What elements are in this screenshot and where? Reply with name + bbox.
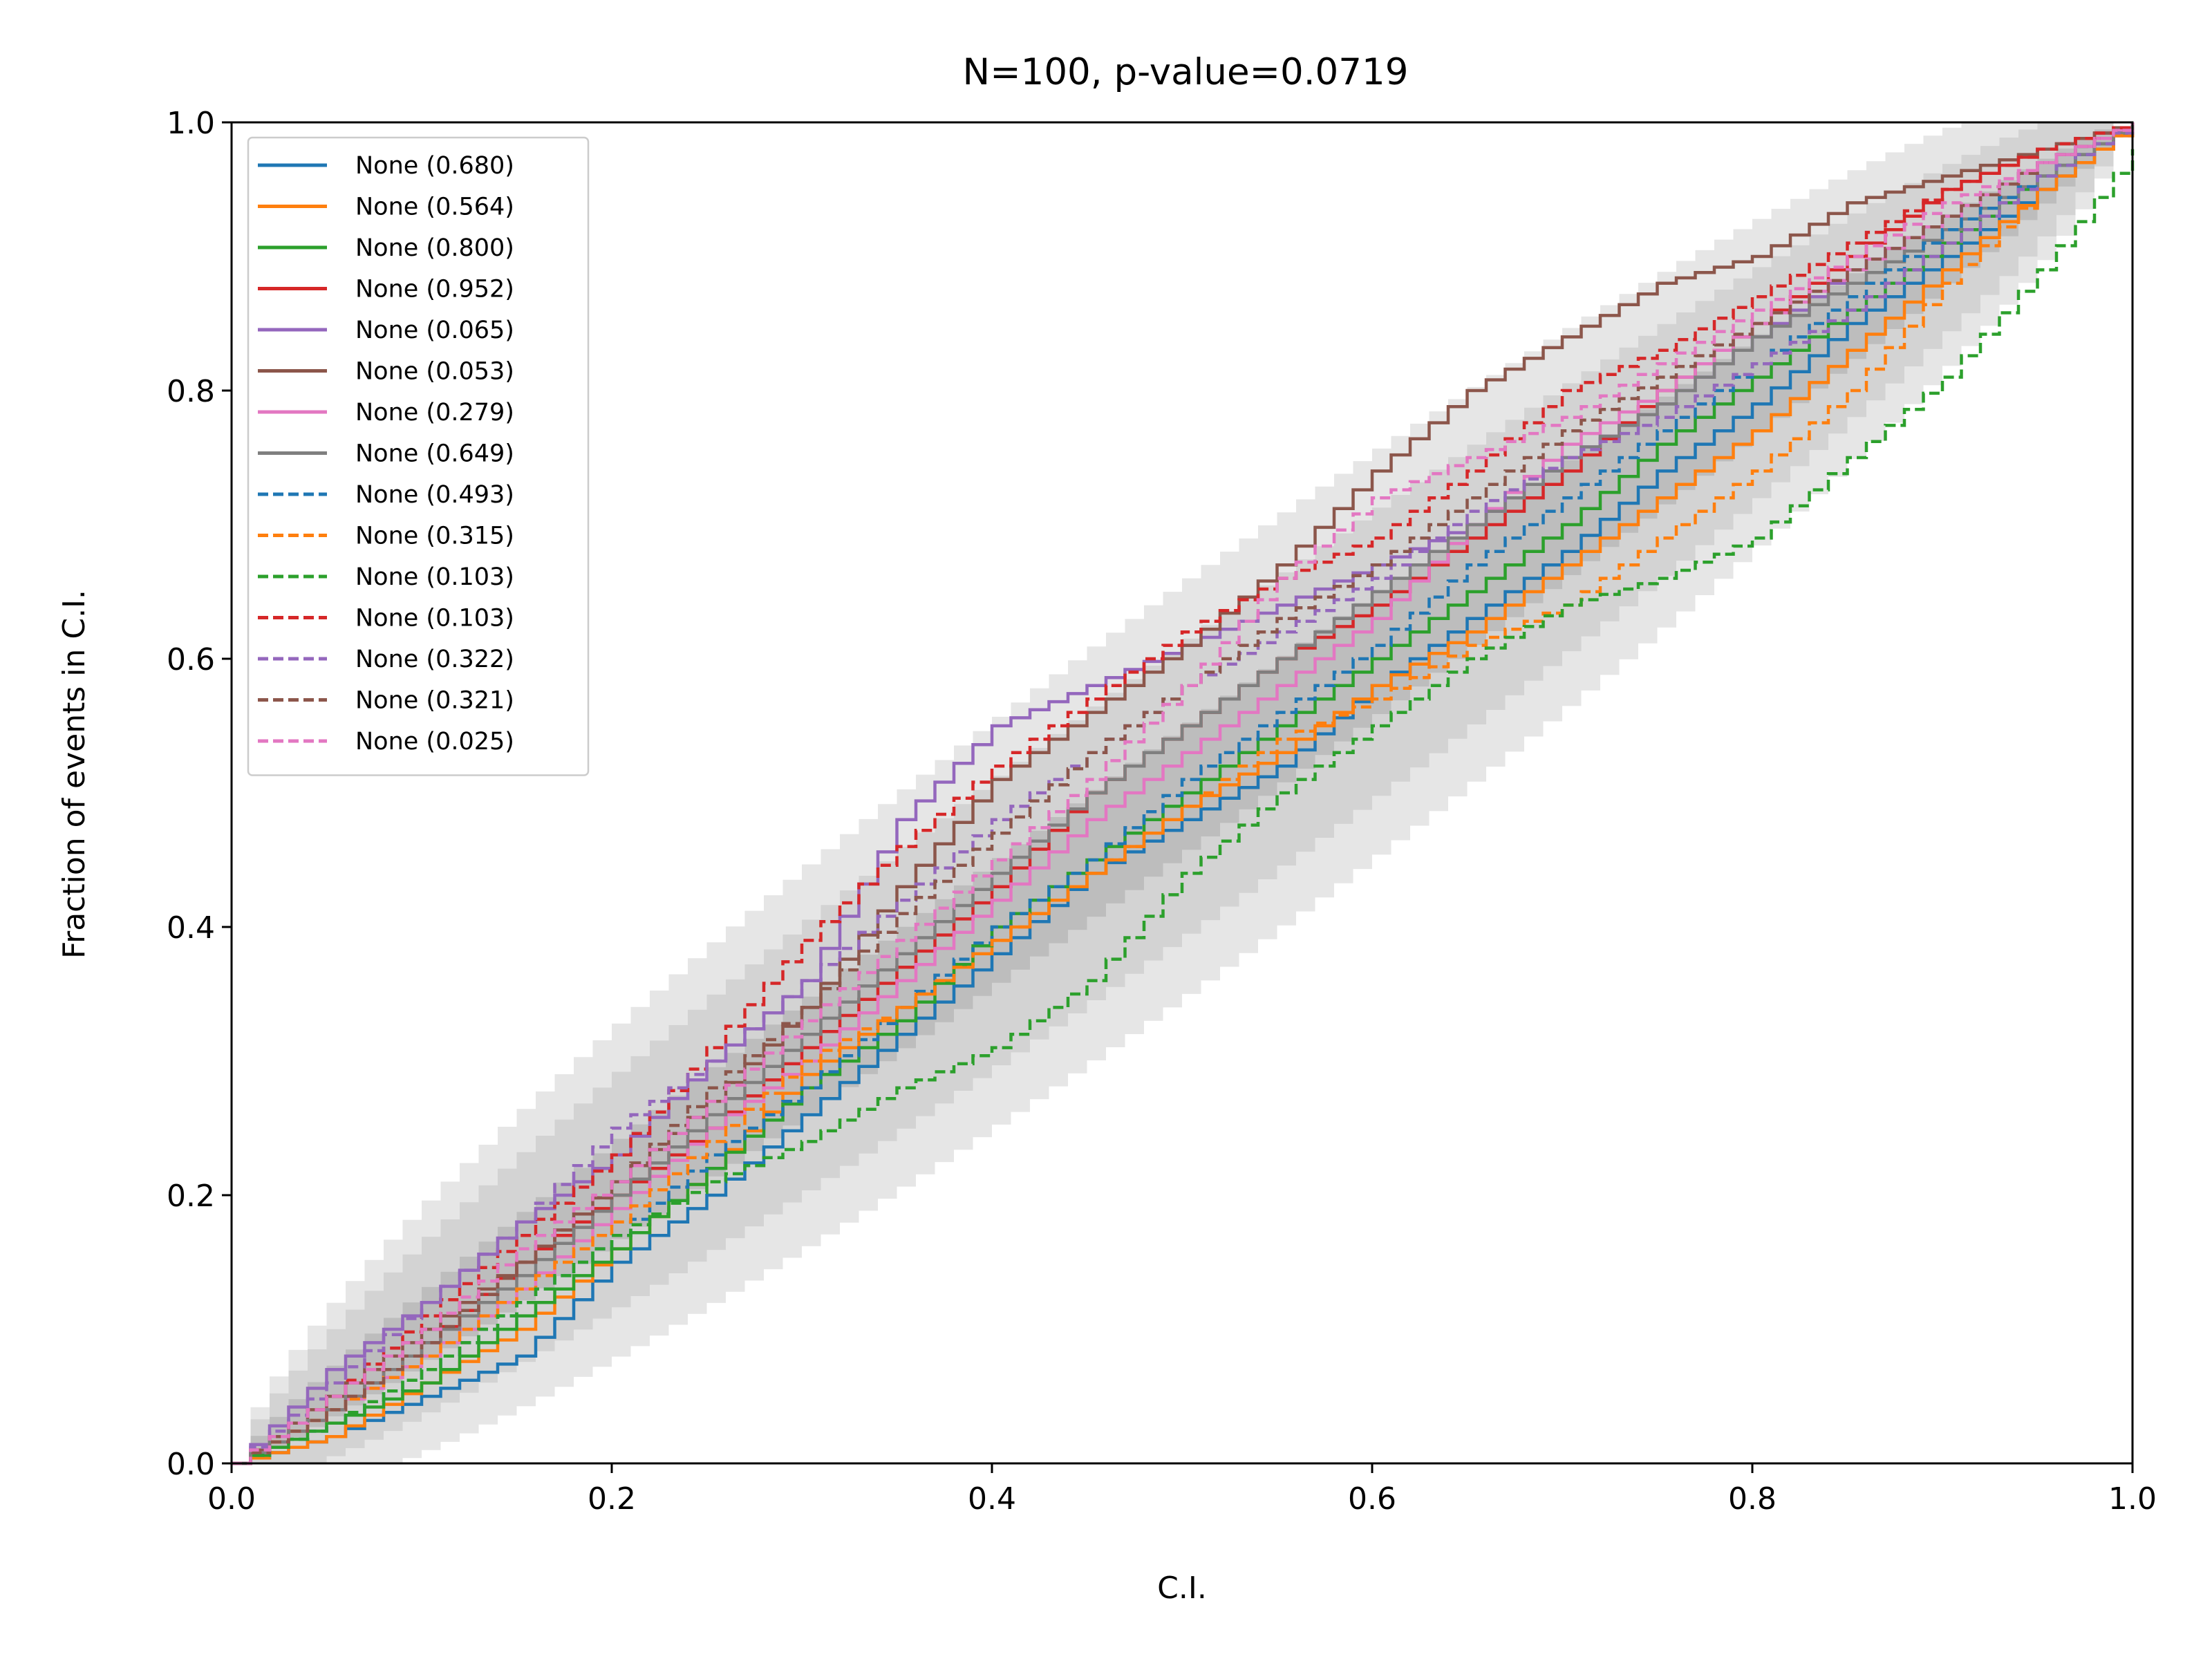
legend-label: None (0.680) [355,152,514,180]
y-tick-label: 0.4 [167,910,215,946]
x-tick-label: 0.0 [207,1481,256,1517]
legend: None (0.680) None (0.564) None (0.800) None… [247,136,590,776]
series-line-12 [232,122,2135,1465]
y-tick-label: 0.8 [167,374,215,409]
y-axis-label: Fraction of events in C.I. [57,590,92,959]
series-line-10 [232,122,2135,1465]
legend-label: None (0.315) [355,523,514,550]
legend-label: None (0.025) [355,728,514,756]
x-tick-label: 0.2 [588,1481,636,1517]
legend-label: None (0.053) [355,358,514,386]
x-tick-label: 0.6 [1348,1481,1396,1517]
legend-label: None (0.279) [355,399,514,427]
legend-label: None (0.103) [355,605,514,632]
x-tick-label: 1.0 [2108,1481,2157,1517]
legend-label: None (0.321) [355,687,514,715]
x-tick-label: 0.8 [1728,1481,1777,1517]
series-line-15 [232,122,2135,1465]
legend-box [247,136,590,776]
series-line-11 [232,149,2135,1465]
legend-label: None (0.065) [355,317,514,344]
y-tick-label: 0.6 [167,642,215,677]
plot-frame [230,121,2134,1465]
legend-label: None (0.649) [355,440,514,468]
chart-title: N=100, p-value=0.0719 [963,51,1409,93]
series-lines [232,122,2135,1465]
y-tick-label: 0.0 [167,1447,215,1482]
legend-label: None (0.103) [355,563,514,591]
series-line-8 [232,122,2135,1465]
legend-label: None (0.800) [355,234,514,262]
y-tick-label: 1.0 [167,106,215,141]
legend-label: None (0.952) [355,276,514,303]
y-tick-label: 0.2 [167,1179,215,1214]
x-tick-label: 0.4 [968,1481,1016,1517]
x-axis-label: C.I. [1157,1571,1207,1606]
legend-label: None (0.564) [355,194,514,221]
axis-ticks: 0.0 0.2 0.4 0.6 0.8 1.0 0.0 0.2 0.4 0.6 0.8 1.0 [167,106,2157,1517]
legend-label: None (0.493) [355,481,514,509]
legend-label: None (0.322) [355,646,514,673]
